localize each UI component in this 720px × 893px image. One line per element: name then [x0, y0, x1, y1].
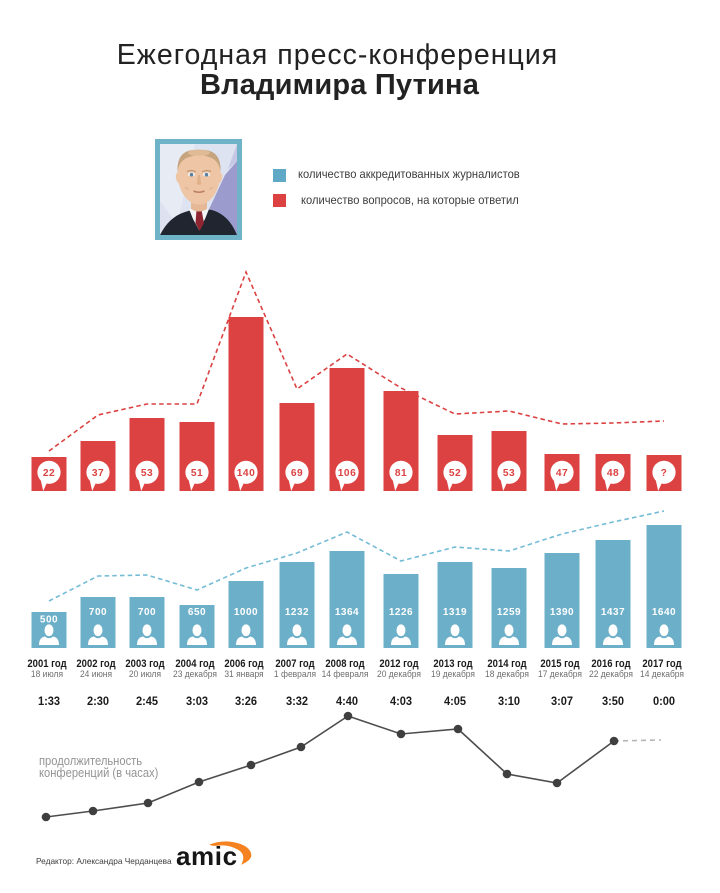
svg-text:22: 22 [43, 468, 55, 479]
svg-text:650: 650 [188, 607, 206, 618]
svg-text:37: 37 [92, 468, 104, 479]
svg-text:51: 51 [191, 468, 203, 479]
svg-text:1640: 1640 [652, 607, 676, 618]
svg-text:48: 48 [607, 468, 619, 479]
svg-text:500: 500 [40, 614, 58, 625]
svg-text:1232: 1232 [285, 607, 309, 618]
svg-text:700: 700 [89, 607, 107, 618]
svg-text:52: 52 [449, 468, 461, 479]
svg-text:1364: 1364 [335, 607, 359, 618]
svg-text:69: 69 [291, 468, 303, 479]
svg-text:1226: 1226 [389, 607, 413, 618]
svg-text:1259: 1259 [497, 607, 521, 618]
svg-text:81: 81 [395, 468, 407, 479]
svg-text:1000: 1000 [234, 607, 258, 618]
svg-text:53: 53 [141, 468, 153, 479]
svg-text:?: ? [661, 468, 668, 479]
svg-text:47: 47 [556, 468, 568, 479]
svg-text:1319: 1319 [443, 607, 467, 618]
svg-text:106: 106 [338, 468, 357, 479]
svg-text:1437: 1437 [601, 607, 625, 618]
svg-text:140: 140 [237, 468, 256, 479]
svg-text:amic: amic [176, 841, 238, 871]
svg-text:700: 700 [138, 607, 156, 618]
svg-text:53: 53 [503, 468, 515, 479]
svg-text:1390: 1390 [550, 607, 574, 618]
